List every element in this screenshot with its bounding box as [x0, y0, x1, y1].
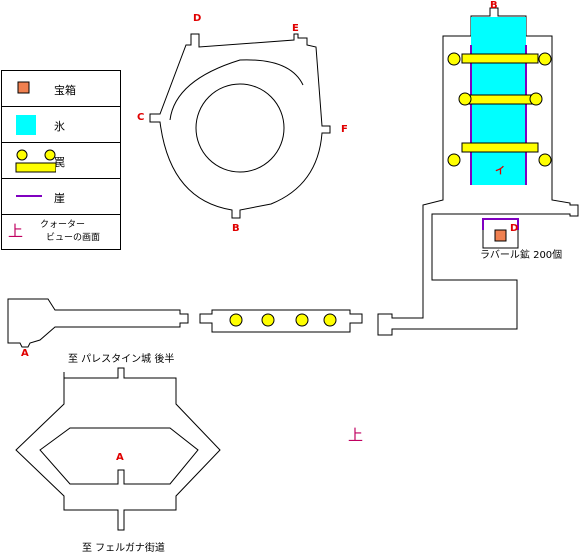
legend-row-trap: 罠 — [2, 143, 120, 179]
trap-circle — [529, 92, 543, 106]
circular-room — [149, 33, 331, 219]
upmark-text-1: クォーター — [40, 220, 86, 230]
trap-icon — [15, 149, 56, 173]
trap-circle — [295, 313, 309, 327]
trap-bar — [461, 142, 539, 153]
legend-label: 氷 — [54, 120, 65, 133]
treasure-chest-icon — [494, 229, 507, 242]
marker-i: イ — [495, 166, 505, 177]
cliff-line — [482, 218, 519, 230]
marker-d-circle: D — [193, 13, 202, 24]
marker-d-chest: D — [510, 223, 519, 234]
to-palace-caption: 至 パレスタイン城 後半 — [68, 354, 175, 365]
legend-row-ice: 氷 — [2, 107, 120, 143]
legend-row-cliff: 崖 — [2, 179, 120, 214]
up-direction-mark: 上 — [348, 426, 364, 444]
ice-icon — [16, 115, 36, 135]
treasure-chest-icon — [17, 81, 30, 94]
map-legend: 宝箱 氷 罠 崖 — [1, 70, 121, 215]
upmark-text-2: ビューの画面 — [46, 233, 101, 243]
marker-f: F — [341, 124, 348, 135]
trap-circle — [447, 153, 461, 167]
to-felgana-caption: 至 フェルガナ街道 — [82, 543, 165, 554]
chest-item-caption: ラバール鉱 200個 — [480, 250, 563, 261]
trap-circle — [229, 313, 243, 327]
marker-a-bottom: A — [116, 452, 124, 463]
legend-label: 罠 — [54, 156, 65, 169]
cliff-icon — [16, 195, 42, 197]
trap-circle — [447, 52, 461, 66]
marker-c: C — [137, 112, 145, 123]
legend-row-treasure: 宝箱 — [2, 71, 120, 107]
corridors — [7, 298, 363, 348]
octagon-room — [15, 367, 221, 531]
trap-circle — [261, 313, 275, 327]
marker-b-top: B — [490, 0, 498, 11]
trap-circle — [323, 313, 337, 327]
upmark-glyph: 上 — [8, 222, 24, 240]
legend-label: 宝箱 — [54, 84, 76, 97]
legend-upmark-box: 上 クォーター ビューの画面 — [1, 214, 121, 250]
legend-label: 崖 — [54, 192, 65, 205]
marker-a-top: A — [21, 348, 29, 359]
trap-circle — [458, 92, 472, 106]
marker-e: E — [292, 23, 299, 34]
trap-circle — [538, 153, 552, 167]
marker-b-circle: B — [232, 223, 240, 234]
trap-bar — [461, 94, 539, 105]
trap-circle — [538, 52, 552, 66]
trap-bar — [461, 53, 539, 64]
